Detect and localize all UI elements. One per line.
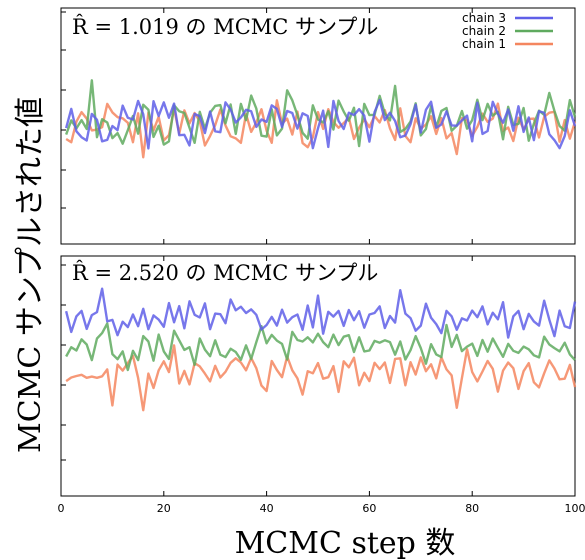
bottom-panel-frame [60, 255, 576, 497]
x-tick-label: 0 [58, 502, 65, 515]
bottom-panel-series [64, 287, 577, 412]
x-tick-label: 40 [260, 502, 274, 515]
series-line-chain-1 [65, 344, 577, 412]
top-panel-series [64, 79, 577, 159]
x-tick-label: 20 [157, 502, 171, 515]
bottom-panel-y-ticks [61, 264, 66, 461]
x-tick-label: 100 [565, 502, 585, 515]
legend-label-chain-2: chain 2 [462, 24, 506, 38]
y-axis-label: MCMC サンプルされた値 [13, 97, 48, 453]
top-panel-y-ticks [61, 11, 66, 209]
bottom-panel-x-ticks: 0 20 40 60 80 100 [58, 256, 585, 515]
x-axis-label: MCMC step 数 [235, 526, 456, 560]
legend-label-chain-3: chain 3 [462, 11, 506, 25]
top-panel-title: R̂ = 1.019 の MCMC サンプル [72, 15, 378, 39]
top-panel-x-ticks [60, 8, 576, 244]
x-tick-label: 80 [465, 502, 479, 515]
bottom-panel-title: R̂ = 2.520 の MCMC サンプル [72, 261, 378, 285]
x-tick-label: 60 [362, 502, 376, 515]
series-line-chain-2 [65, 322, 576, 372]
series-line-chain-3 [64, 287, 577, 339]
series-line-chain-3 [64, 98, 577, 150]
bottom-panel: 0 20 40 60 80 100 R̂ = 2.520 の MCMC サンプル [58, 255, 585, 515]
legend-label-chain-1: chain 1 [462, 37, 506, 51]
